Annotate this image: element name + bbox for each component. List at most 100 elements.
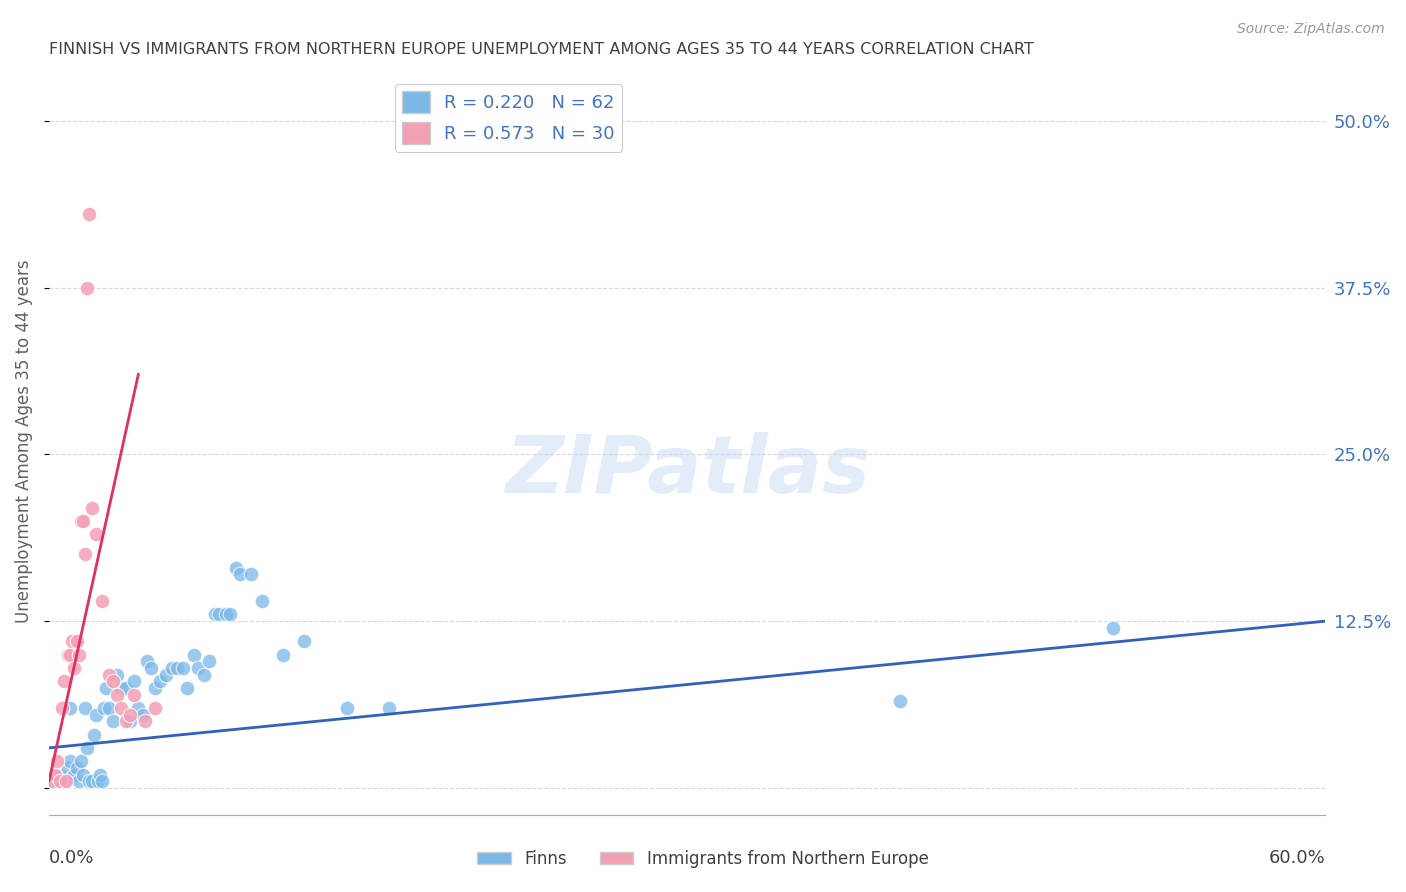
Point: [139, 661, 162, 675]
Point: [44, 767, 66, 781]
Text: FINNISH VS IMMIGRANTS FROM NORTHERN EUROPE UNEMPLOYMENT AMONG AGES 35 TO 44 YEAR: FINNISH VS IMMIGRANTS FROM NORTHERN EURO…: [49, 42, 1033, 57]
Point: [59, 754, 82, 768]
Point: [114, 681, 136, 695]
Point: [55, 770, 77, 784]
Point: [336, 701, 359, 715]
Point: [65, 761, 87, 775]
Point: [79, 207, 101, 221]
Point: [46, 754, 69, 768]
Point: [97, 701, 120, 715]
Point: [122, 688, 145, 702]
Point: [72, 514, 94, 528]
Point: [75, 701, 97, 715]
Point: [214, 607, 236, 622]
Point: [197, 654, 219, 668]
Point: [87, 774, 110, 789]
Point: [93, 701, 115, 715]
Point: [42, 774, 65, 789]
Point: [240, 567, 263, 582]
Point: [162, 661, 184, 675]
Point: [134, 714, 156, 729]
Point: [51, 774, 73, 789]
Point: [292, 634, 315, 648]
Point: [89, 767, 111, 781]
Point: [63, 661, 86, 675]
Point: [84, 527, 107, 541]
Point: [70, 754, 93, 768]
Point: [56, 648, 79, 662]
Y-axis label: Unemployment Among Ages 35 to 44 years: Unemployment Among Ages 35 to 44 years: [15, 260, 32, 623]
Point: [79, 774, 101, 789]
Point: [114, 714, 136, 729]
Point: [149, 674, 172, 689]
Point: [118, 714, 141, 729]
Point: [110, 681, 132, 695]
Legend: Finns, Immigrants from Northern Europe: Finns, Immigrants from Northern Europe: [471, 844, 935, 875]
Point: [105, 667, 128, 681]
Point: [889, 694, 911, 708]
Point: [271, 648, 294, 662]
Point: [76, 740, 98, 755]
Point: [155, 667, 177, 681]
Point: [122, 674, 145, 689]
Point: [127, 701, 149, 715]
Point: [183, 648, 205, 662]
Point: [208, 607, 231, 622]
Point: [166, 661, 188, 675]
Point: [1101, 621, 1123, 635]
Point: [143, 701, 166, 715]
Point: [63, 767, 86, 781]
Point: [101, 674, 124, 689]
Point: [80, 774, 103, 789]
Point: [135, 654, 157, 668]
Text: 60.0%: 60.0%: [1268, 849, 1326, 867]
Point: [176, 681, 198, 695]
Legend: R = 0.220   N = 62, R = 0.573   N = 30: R = 0.220 N = 62, R = 0.573 N = 30: [395, 84, 621, 152]
Point: [204, 607, 226, 622]
Point: [48, 767, 70, 781]
Point: [52, 774, 75, 789]
Point: [60, 770, 83, 784]
Point: [110, 701, 132, 715]
Point: [105, 688, 128, 702]
Point: [65, 634, 87, 648]
Point: [97, 667, 120, 681]
Point: [60, 634, 83, 648]
Point: [131, 707, 153, 722]
Point: [96, 681, 118, 695]
Point: [67, 774, 90, 789]
Point: [187, 661, 209, 675]
Point: [91, 774, 114, 789]
Point: [56, 761, 79, 775]
Point: [59, 701, 82, 715]
Point: [55, 774, 77, 789]
Point: [250, 594, 273, 608]
Point: [143, 681, 166, 695]
Point: [84, 707, 107, 722]
Point: [70, 514, 93, 528]
Point: [59, 648, 82, 662]
Point: [91, 594, 114, 608]
Point: [67, 648, 90, 662]
Point: [75, 548, 97, 562]
Point: [51, 701, 73, 715]
Point: [48, 774, 70, 789]
Point: [72, 767, 94, 781]
Point: [225, 561, 247, 575]
Point: [80, 500, 103, 515]
Point: [229, 567, 252, 582]
Point: [218, 607, 240, 622]
Point: [118, 707, 141, 722]
Point: [83, 727, 105, 741]
Point: [46, 774, 69, 789]
Point: [172, 661, 194, 675]
Point: [52, 674, 75, 689]
Point: [42, 774, 65, 789]
Text: ZIPatlas: ZIPatlas: [505, 432, 870, 510]
Point: [193, 667, 215, 681]
Text: 0.0%: 0.0%: [49, 849, 94, 867]
Point: [101, 714, 124, 729]
Point: [76, 281, 98, 295]
Point: [378, 701, 401, 715]
Text: Source: ZipAtlas.com: Source: ZipAtlas.com: [1237, 22, 1385, 37]
